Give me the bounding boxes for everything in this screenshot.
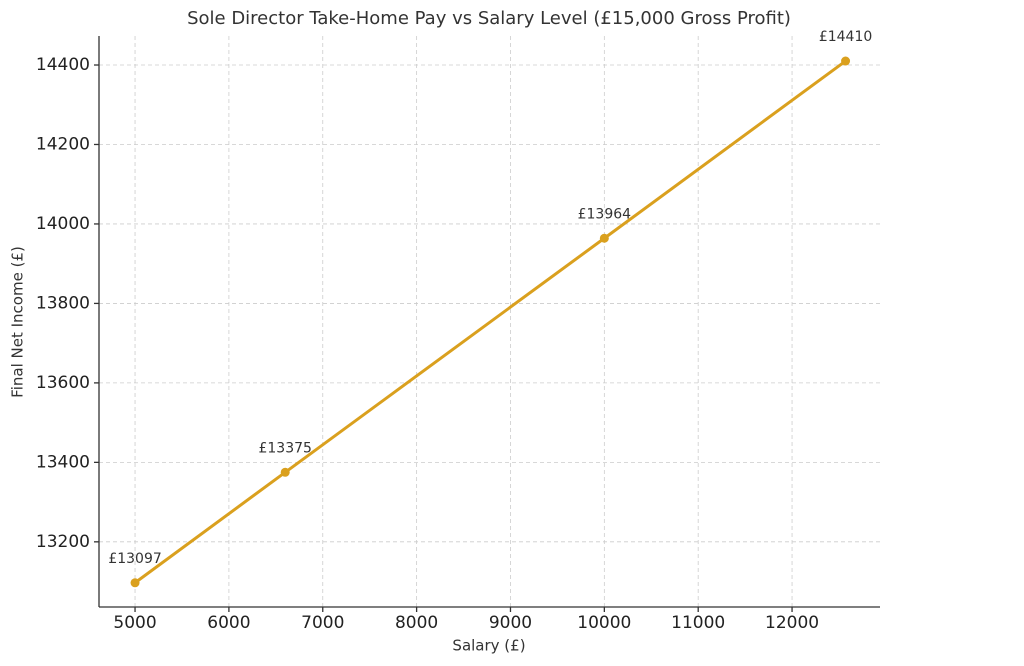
line — [134, 59, 847, 584]
value-label: £13375 — [258, 440, 311, 456]
y-tick-label: 13600 — [36, 373, 90, 393]
point — [599, 233, 609, 243]
x-tick-label: 9000 — [489, 613, 532, 633]
x-tick-label: 6000 — [207, 613, 250, 633]
y-tick-label: 14400 — [36, 55, 90, 75]
y-tick-label: 13400 — [36, 452, 90, 472]
y-axis-label: Final Net Income (£) — [9, 246, 27, 398]
x-tick-label: 7000 — [301, 613, 344, 633]
x-tick-label: 10000 — [577, 613, 631, 633]
value-label: £13964 — [578, 206, 632, 222]
x-tick-label: 8000 — [395, 613, 438, 633]
value-label: £13097 — [108, 551, 161, 567]
y-tick-label: 13200 — [36, 532, 90, 552]
y-tick-label: 13800 — [36, 293, 90, 313]
y-tick-label: 14200 — [36, 134, 90, 154]
point — [130, 578, 140, 588]
value-label: £14410 — [819, 29, 872, 45]
x-tick-label: 12000 — [765, 613, 819, 633]
x-axis-label: Salary (£) — [452, 637, 525, 655]
point — [280, 467, 290, 477]
x-tick-label: 11000 — [671, 613, 725, 633]
y-tick-label: 14000 — [36, 214, 90, 234]
point — [841, 56, 851, 66]
chart-title: Sole Director Take-Home Pay vs Salary Le… — [187, 8, 791, 29]
x-tick-label: 5000 — [113, 613, 156, 633]
